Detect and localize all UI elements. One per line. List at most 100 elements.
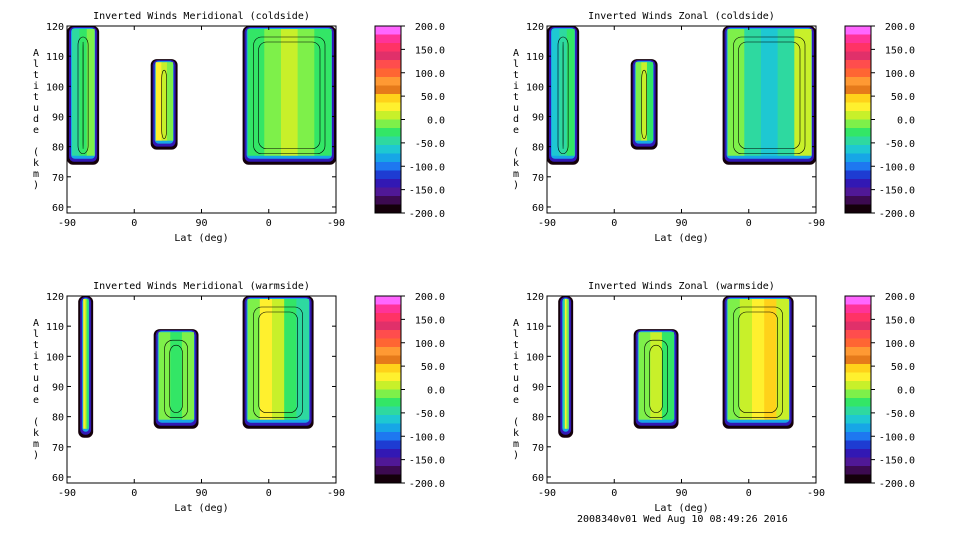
contour-fill <box>86 29 95 156</box>
y-tick-label: 110 <box>46 52 64 63</box>
contour-fill <box>166 62 174 141</box>
colorbar-swatch <box>375 204 401 214</box>
x-tick-label: -90 <box>327 218 345 229</box>
colorbar-tick-label: 200.0 <box>885 292 915 303</box>
x-axis-label: Lat (deg) <box>654 233 708 244</box>
colorbar-tick-label: 150.0 <box>415 45 445 56</box>
colorbar-tick-label: -50.0 <box>885 409 915 420</box>
colorbar-swatch <box>375 364 401 373</box>
colorbar-swatch <box>845 321 871 331</box>
colorbar-tick-label: 100.0 <box>415 69 445 80</box>
colorbar-swatch <box>375 51 401 61</box>
colorbar-swatch <box>845 51 871 61</box>
colorbar-swatch <box>845 179 871 188</box>
colorbar-swatch <box>845 304 871 314</box>
colorbar-swatch <box>375 102 401 112</box>
colorbar-swatch <box>845 474 871 484</box>
y-tick-label: 70 <box>52 443 64 454</box>
x-tick-label: -90 <box>538 488 556 499</box>
colorbar-swatch <box>845 415 871 424</box>
colorbar-tick-label: -150.0 <box>409 186 445 197</box>
y-tick-label: 60 <box>532 203 544 214</box>
colorbar-swatch <box>845 330 871 339</box>
x-tick-label: -90 <box>58 218 76 229</box>
colorbar-swatch <box>845 296 871 305</box>
colorbar-tick-label: 100.0 <box>415 339 445 350</box>
y-tick-label: 90 <box>532 112 544 123</box>
contour-region <box>630 59 658 150</box>
x-axis-label: Lat (deg) <box>654 503 708 514</box>
contour-line <box>258 41 321 150</box>
colorbar-swatch <box>845 26 871 35</box>
colorbar-swatch <box>375 381 401 390</box>
colorbar-swatch <box>375 355 401 365</box>
colorbar-tick-label: -50.0 <box>415 409 445 420</box>
contour-region <box>547 26 580 165</box>
colorbar-swatch <box>375 474 401 484</box>
contour-fill <box>86 299 89 429</box>
contour-region <box>67 26 100 165</box>
y-tick-label: 100 <box>526 82 544 93</box>
colorbar-swatch <box>845 381 871 390</box>
colorbar: 200.0 150.0 100.0 50.0 0.0 -50.0 -100.0 -150.0 -… <box>374 22 445 220</box>
y-tick-label: 80 <box>52 413 64 424</box>
colorbar-swatch <box>375 128 401 137</box>
colorbar-tick-label: 200.0 <box>415 22 445 33</box>
x-axis-label: Lat (deg) <box>174 233 228 244</box>
colorbar-tick-label: -200.0 <box>879 479 915 490</box>
contour-fill <box>181 332 195 420</box>
colorbar: 200.0 150.0 100.0 50.0 0.0 -50.0 -100.0 -150.0 -… <box>844 22 915 220</box>
colorbar-swatch <box>845 338 871 348</box>
colorbar-tick-label: -150.0 <box>879 456 915 467</box>
y-tick-label: 60 <box>532 473 544 484</box>
colorbar-tick-label: 50.0 <box>421 362 445 373</box>
colorbar-swatch <box>845 423 871 433</box>
colorbar-swatch <box>845 466 871 475</box>
contour-line <box>733 306 783 419</box>
colorbar-tick-label: -100.0 <box>879 162 915 173</box>
y-tick-label: 80 <box>532 413 544 424</box>
colorbar-swatch <box>845 94 871 103</box>
colorbar-swatch <box>845 372 871 382</box>
chart-title: Inverted Winds Zonal (warmside) <box>588 281 775 292</box>
contour-line <box>557 36 569 155</box>
contour-region <box>242 296 314 429</box>
colorbar-tick-label: 50.0 <box>891 362 915 373</box>
x-tick-label: -90 <box>58 488 76 499</box>
y-tick-label: 120 <box>526 22 544 33</box>
colorbar-swatch <box>845 162 871 171</box>
colorbar-swatch <box>375 94 401 103</box>
colorbar-tick-label: -100.0 <box>409 432 445 443</box>
x-tick-label: -90 <box>327 488 345 499</box>
x-tick-label: 90 <box>195 218 207 229</box>
colorbar-tick-label: 50.0 <box>891 92 915 103</box>
colorbar-tick-label: 100.0 <box>885 339 915 350</box>
contour-region <box>153 329 199 429</box>
colorbar-tick-label: -150.0 <box>879 186 915 197</box>
colorbar-tick-label: 0.0 <box>427 116 445 127</box>
colorbar-tick-label: 150.0 <box>415 315 445 326</box>
contour-fill <box>566 299 569 429</box>
contour-fill <box>635 62 642 141</box>
chart-panel-4: Inverted Winds Zonal (warmside) -90 0 90 0 -9… <box>513 281 915 514</box>
colorbar-swatch <box>375 170 401 180</box>
colorbar-tick-label: -100.0 <box>879 432 915 443</box>
colorbar-swatch <box>845 457 871 467</box>
colorbar-tick-label: 150.0 <box>885 45 915 56</box>
colorbar-swatch <box>845 170 871 180</box>
y-tick-label: 100 <box>46 82 64 93</box>
colorbar-swatch <box>375 43 401 52</box>
colorbar-swatch <box>375 136 401 146</box>
colorbar-swatch <box>375 60 401 69</box>
colorbar-swatch <box>845 440 871 450</box>
chart-panel-2: Inverted Winds Zonal (coldside) -90 0 90 0 -9… <box>513 11 915 244</box>
colorbar-swatch <box>375 389 401 399</box>
contour-region <box>78 296 94 438</box>
contour-line <box>641 69 647 139</box>
colorbar-swatch <box>375 372 401 382</box>
contour-fill <box>280 29 299 156</box>
colorbar-swatch <box>845 111 871 120</box>
